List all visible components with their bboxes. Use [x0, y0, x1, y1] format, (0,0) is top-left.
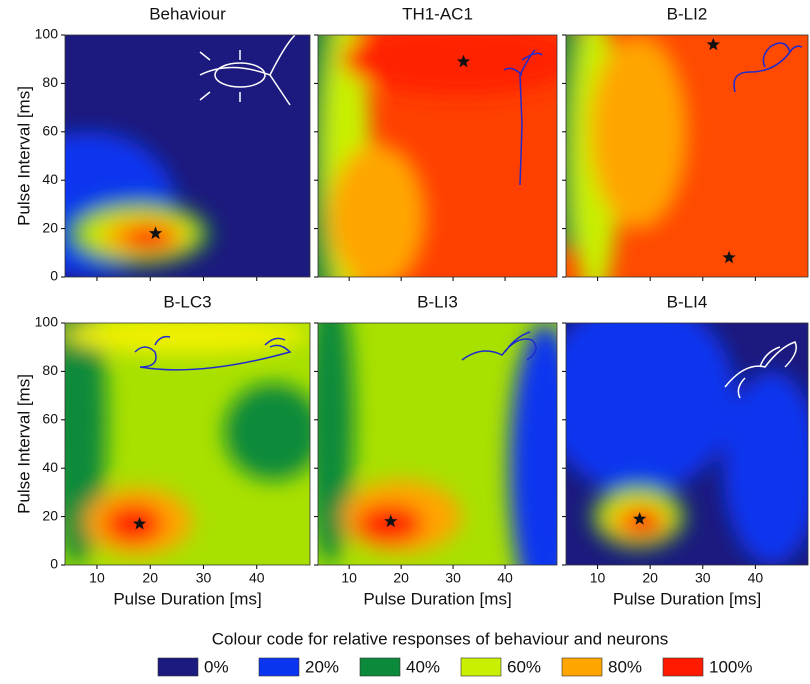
panel-title: B-LI2 — [667, 4, 708, 23]
figure: Behaviour020406080100Pulse Interval [ms]… — [0, 0, 810, 679]
y-tick-label: 20 — [42, 507, 58, 523]
panel-title: B-LI4 — [667, 292, 708, 311]
legend-swatch — [663, 658, 703, 676]
panel-title: TH1-AC1 — [402, 4, 473, 23]
y-axis-label: Pulse Interval [ms] — [14, 374, 33, 514]
legend-swatch — [360, 658, 400, 676]
x-axis-label: Pulse Duration [ms] — [363, 589, 511, 608]
legend-label: 60% — [507, 657, 541, 676]
y-tick-label: 80 — [42, 74, 58, 90]
panel-title: B-LI3 — [417, 292, 458, 311]
panel-title: Behaviour — [149, 4, 226, 23]
x-tick-label: 20 — [642, 570, 658, 586]
y-tick-label: 20 — [42, 219, 58, 235]
legend-swatch — [562, 658, 602, 676]
x-tick-label: 30 — [445, 570, 461, 586]
y-axis-label: Pulse Interval [ms] — [14, 86, 33, 226]
y-tick-label: 40 — [42, 459, 58, 475]
field-region — [65, 316, 310, 355]
panel-title: B-LC3 — [163, 292, 211, 311]
legend-label: 0% — [204, 657, 229, 676]
legend-label: 80% — [608, 657, 642, 676]
x-tick-label: 30 — [695, 570, 711, 586]
y-tick-label: 80 — [42, 362, 58, 378]
y-tick-label: 0 — [50, 556, 58, 572]
y-tick-label: 60 — [42, 123, 58, 139]
contour-field — [48, 275, 322, 565]
field-region — [224, 384, 322, 481]
y-tick-label: 100 — [35, 26, 59, 42]
y-tick-label: 0 — [50, 268, 58, 284]
legend-swatch — [158, 658, 198, 676]
legend-label: 40% — [406, 657, 440, 676]
y-tick-label: 100 — [35, 314, 59, 330]
legend-title: Colour code for relative responses of be… — [212, 629, 668, 648]
field-region — [624, 509, 663, 533]
contour-field — [4, 35, 310, 277]
contour-field — [542, 11, 808, 301]
contour-field — [542, 299, 810, 565]
y-tick-label: 40 — [42, 171, 58, 187]
x-tick-label: 40 — [497, 570, 513, 586]
field-region — [590, 35, 687, 229]
legend-swatch — [461, 658, 501, 676]
legend-label: 20% — [305, 657, 339, 676]
field-region — [104, 505, 163, 544]
x-tick-label: 30 — [196, 570, 212, 586]
contour-field — [282, 11, 581, 301]
x-axis-label: Pulse Duration [ms] — [113, 589, 261, 608]
field-region — [124, 226, 173, 250]
contour-field — [306, 275, 581, 614]
y-tick-label: 60 — [42, 411, 58, 427]
field-region — [342, 23, 581, 96]
x-tick-label: 20 — [142, 570, 158, 586]
x-tick-label: 10 — [590, 570, 606, 586]
field-region — [330, 144, 426, 289]
x-axis-label: Pulse Duration [ms] — [613, 589, 761, 608]
legend-swatch — [259, 658, 299, 676]
x-tick-label: 20 — [393, 570, 409, 586]
x-tick-label: 10 — [341, 570, 357, 586]
x-tick-label: 40 — [748, 570, 764, 586]
x-tick-label: 10 — [89, 570, 105, 586]
x-tick-label: 40 — [249, 570, 265, 586]
legend-label: 100% — [709, 657, 752, 676]
field-region — [542, 299, 736, 493]
